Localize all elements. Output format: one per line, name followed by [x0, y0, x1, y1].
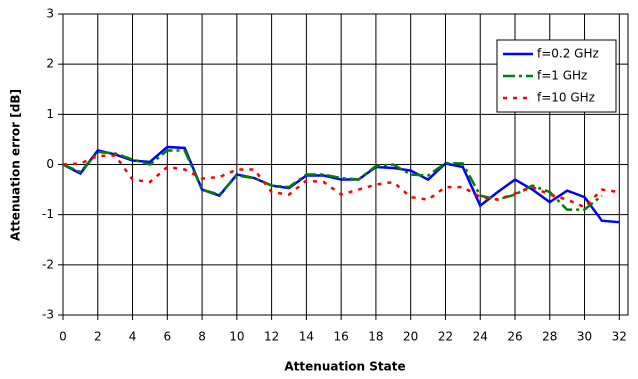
y-tick-label: 1	[46, 107, 54, 121]
x-tick-label: 24	[473, 330, 488, 344]
legend-label: f=10 GHz	[537, 91, 595, 105]
x-tick-label: 6	[163, 330, 171, 344]
y-tick-label: -3	[42, 308, 54, 322]
x-tick-label: 14	[299, 330, 314, 344]
x-tick-label: 10	[229, 330, 244, 344]
x-tick-label: 32	[612, 330, 627, 344]
x-tick-label: 16	[334, 330, 349, 344]
x-tick-label: 0	[59, 330, 67, 344]
x-tick-label: 26	[507, 330, 522, 344]
x-tick-label: 30	[577, 330, 592, 344]
legend-label: f=1 GHz	[537, 69, 587, 83]
legend-label: f=0.2 GHz	[537, 47, 599, 61]
y-tick-label: -2	[42, 257, 54, 271]
x-tick-label: 22	[438, 330, 453, 344]
x-tick-label: 28	[542, 330, 557, 344]
x-tick-label: 2	[94, 330, 102, 344]
y-tick-label: 0	[46, 157, 54, 171]
x-tick-label: 12	[264, 330, 279, 344]
x-tick-label: 4	[129, 330, 137, 344]
x-tick-label: 18	[368, 330, 383, 344]
x-tick-label: 20	[403, 330, 418, 344]
x-axis-title: Attenuation State	[284, 360, 405, 374]
y-tick-label: 3	[46, 7, 54, 21]
legend-box	[496, 39, 617, 113]
series-line	[62, 154, 620, 209]
y-tick-label: 2	[46, 57, 54, 71]
series-line	[62, 149, 603, 211]
x-tick-label: 8	[198, 330, 206, 344]
y-axis-title: Attenuation error [dB]	[9, 89, 23, 241]
series-line	[62, 145, 620, 224]
y-tick-label: -1	[42, 207, 54, 221]
